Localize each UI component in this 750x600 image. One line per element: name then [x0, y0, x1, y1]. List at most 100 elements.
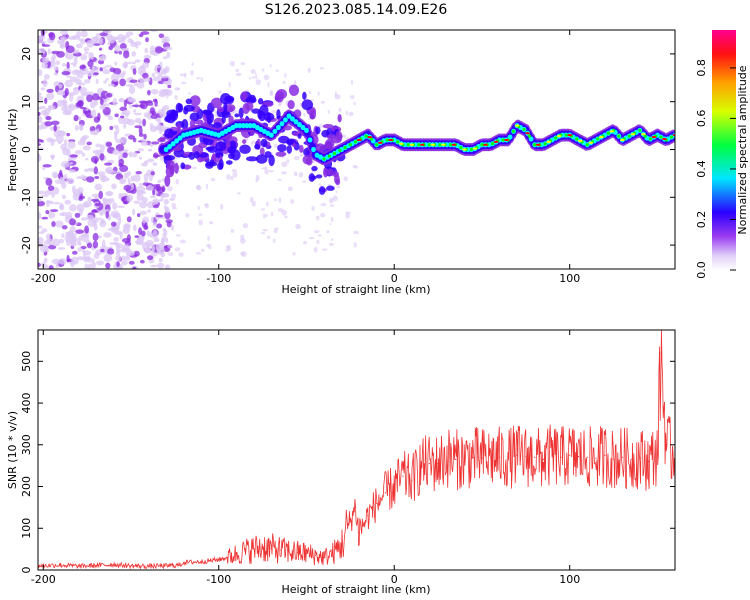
snr-point	[630, 458, 632, 460]
spectrogram-cell	[278, 135, 290, 144]
spectrogram-cell	[335, 130, 343, 142]
colorbar-tick-label: 0.0	[695, 261, 708, 279]
spectrogram-cell	[287, 186, 293, 192]
spectrogram-cell	[227, 146, 236, 154]
spectrogram-cell	[546, 140, 551, 143]
spectrogram-cell	[511, 129, 516, 133]
spectrogram-cell	[239, 144, 251, 154]
spectrogram-cell	[251, 140, 256, 144]
spectrogram-cell	[259, 104, 269, 116]
spectrogram-cell	[263, 74, 270, 80]
spectrogram-cell	[171, 225, 175, 231]
spectrogram-cell	[163, 205, 168, 210]
spectrogram-cell	[107, 248, 115, 255]
spectrogram-cell	[86, 91, 95, 96]
spectrogram-cell	[322, 157, 326, 161]
spectrogram-cell	[200, 77, 203, 82]
snr-point	[498, 456, 501, 458]
spectrogram-cell	[136, 213, 141, 218]
spectrogram-cell	[264, 166, 268, 170]
spectrogram-cell	[84, 168, 90, 173]
spectrogram-cell	[78, 197, 83, 201]
spectrogram-cell	[353, 102, 356, 106]
spectrogram-cell	[155, 185, 162, 192]
snr-line	[38, 330, 675, 570]
spectrogram-cell	[102, 69, 111, 75]
spectrogram-cell	[60, 161, 70, 168]
snr-point	[446, 456, 448, 458]
snr-point	[355, 506, 357, 508]
spectrogram-cell	[151, 245, 156, 253]
snr-point	[656, 452, 659, 454]
spectrogram-cell	[320, 100, 326, 104]
spectrogram-cell	[150, 252, 158, 257]
spectrogram-cell	[42, 164, 52, 168]
spectrogram-cell	[91, 65, 95, 74]
spectrogram-cell	[155, 124, 163, 130]
spectrogram-cell	[567, 134, 572, 137]
spectrogram-cell	[328, 242, 335, 247]
snr-point	[130, 565, 132, 567]
spectrogram-cell	[44, 121, 53, 127]
snr-point	[183, 561, 185, 564]
spectrogram-cell	[164, 128, 175, 139]
spectrogram-cell	[196, 77, 201, 80]
spectrogram-cell	[135, 43, 139, 49]
spectrogram-cell	[76, 71, 84, 79]
spectrogram-cell	[332, 195, 338, 202]
spectrogram-cell	[150, 114, 159, 120]
spectrogram-cell	[156, 223, 163, 229]
spectrogram-cell	[150, 216, 154, 224]
spectrogram-cell	[80, 30, 88, 38]
spectrogram-cell	[74, 212, 81, 218]
snr-point	[463, 458, 466, 460]
spectrogram-cell	[251, 76, 255, 79]
spectrogram-cell	[38, 92, 42, 97]
spectrogram-cell	[38, 225, 43, 229]
spectrogram-cell	[53, 66, 60, 71]
spectrogram-cell	[127, 178, 131, 184]
spectrogram-cell	[133, 250, 140, 257]
spectrogram-cell	[120, 47, 130, 51]
spectrogram-cell	[251, 200, 256, 207]
spectrogram-cell	[152, 98, 158, 103]
spectrogram-cell	[648, 137, 653, 141]
spectrogram-cell	[278, 197, 282, 203]
spectrogram-cell	[165, 238, 169, 244]
spectrogram-cell	[65, 53, 74, 60]
spectrogram-cell	[105, 93, 113, 98]
spectrogram-cell	[641, 133, 646, 136]
spectrogram-cell	[218, 159, 224, 170]
spectrogram-cell	[82, 250, 92, 256]
spectrogram-cell	[132, 109, 137, 113]
spectrogram-cell	[191, 62, 194, 66]
spectrogram-cell	[179, 73, 186, 77]
spectrogram-cell	[311, 146, 316, 153]
spectrogram-cell	[293, 119, 299, 125]
spectrogram-cell	[99, 67, 104, 72]
spectrogram-xtick-label: 0	[391, 272, 398, 285]
spectrogram-cell	[177, 135, 183, 141]
spectrogram-cell	[78, 124, 84, 131]
spectrogram-cell	[92, 209, 98, 213]
spectrogram-cell	[133, 82, 139, 87]
spectrogram-cell	[118, 50, 122, 55]
spectrogram-cell	[286, 144, 293, 154]
spectrogram-cell	[64, 235, 71, 242]
spectrogram-cell	[262, 213, 266, 219]
snr-point	[660, 352, 662, 354]
spectrogram-cell	[43, 73, 50, 80]
spectrogram-cell	[167, 185, 173, 192]
spectrogram-cell	[65, 41, 70, 50]
spectrogram-cell	[123, 200, 128, 205]
spectrogram-cell	[45, 116, 52, 121]
spectrogram-cell	[240, 251, 245, 256]
snr-point	[200, 561, 202, 563]
snr-point	[165, 565, 167, 567]
spectrogram-xlabel: Height of straight line (km)	[281, 283, 430, 296]
spectrogram-cell	[139, 210, 147, 215]
spectrogram-cell	[240, 123, 246, 129]
spectrogram-cell	[45, 200, 54, 204]
spectrogram-cell	[118, 158, 125, 166]
spectrogram-cell	[219, 203, 224, 210]
